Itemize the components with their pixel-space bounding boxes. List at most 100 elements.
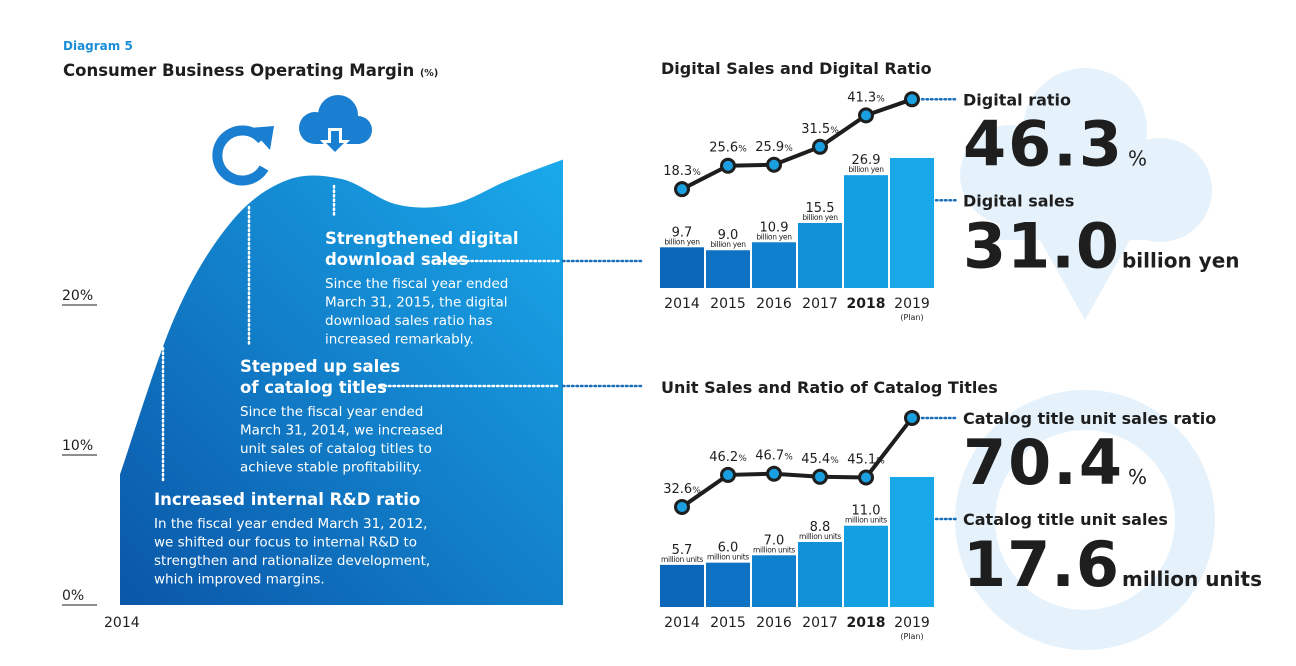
bar-unit-label: billion yen	[710, 240, 746, 249]
line-marker	[812, 468, 828, 485]
title-unit: (%)	[420, 68, 438, 79]
x-tick-note: (Plan)	[900, 632, 923, 641]
unit: %	[830, 456, 839, 466]
line	[681, 97, 913, 191]
value: 46.3	[963, 107, 1124, 180]
bar	[660, 247, 704, 288]
x-tick-label: 2017	[802, 296, 838, 312]
bar	[706, 562, 750, 607]
value: 31.0	[963, 209, 1120, 282]
y-tick-label: 20%	[62, 288, 93, 304]
bar	[752, 555, 796, 607]
legend-label: Catalog title unit sales ratio	[963, 409, 1216, 428]
x-tick-label: 2019	[894, 615, 930, 631]
x-tick-label: 2014	[664, 296, 700, 312]
callout-value: 31.0 billion yen	[963, 209, 1240, 282]
bar-value-label: 11.0	[852, 504, 881, 519]
value: 25.9	[755, 140, 784, 155]
bar	[890, 157, 934, 288]
x-tick-label: 2016	[756, 296, 792, 312]
annotation-body: Since the fiscal year ended	[240, 404, 423, 420]
line-value-label: 25.9%	[755, 140, 793, 155]
bar-unit-label: million units	[845, 516, 887, 525]
line-marker	[904, 91, 920, 108]
line-value-label: 32.6%	[663, 482, 701, 497]
annotation-body: strengthen and rationalize development,	[154, 553, 430, 569]
title-text: Consumer Business Operating Margin	[63, 61, 414, 80]
x-tick-label: 2019	[894, 296, 930, 312]
line-marker	[674, 181, 690, 198]
x-tick-label: 2015	[710, 296, 746, 312]
x-tick-label: 2018	[847, 615, 886, 631]
line-value-label: 18.3%	[663, 164, 701, 179]
x-tick-label: 2018	[847, 296, 886, 312]
line-value-label: 25.6%	[709, 141, 747, 156]
annotation-body: March 31, 2014, we increased	[240, 423, 443, 439]
unit: billion yen	[1122, 248, 1240, 272]
unit: %	[738, 145, 747, 155]
line-value-label: 46.7%	[755, 449, 793, 464]
area	[120, 159, 563, 605]
unit: %	[692, 168, 701, 178]
legend-label: Digital ratio	[963, 90, 1071, 109]
callout-value: 70.4%	[963, 426, 1147, 499]
annotation-body: In the fiscal year ended March 31, 2012,	[154, 516, 427, 532]
bar	[706, 250, 750, 288]
line-value-label: 46.2%	[709, 450, 747, 465]
line-marker	[858, 469, 874, 486]
line-value-label: 31.5%	[801, 122, 839, 137]
annotation-body: achieve stable profitability.	[240, 460, 422, 476]
callout-value: 46.3%	[963, 107, 1147, 180]
unit: %	[784, 453, 793, 463]
value: 41.3	[847, 90, 876, 105]
annotation-body: increased remarkably.	[325, 332, 474, 348]
unit: million units	[1122, 567, 1262, 591]
line-value-label: 41.3%	[847, 90, 885, 105]
line-marker	[720, 466, 736, 483]
line-marker	[904, 409, 920, 426]
y-tick-label: 0%	[62, 588, 84, 604]
diagram-label: Diagram 5	[63, 39, 133, 53]
bar-value-label: 8.8	[810, 520, 831, 535]
bar-unit-label: million units	[661, 555, 703, 564]
x-tick-label: 2017	[802, 615, 838, 631]
unit: %	[784, 144, 793, 154]
unit: %	[692, 486, 701, 496]
x-tick-label: 2015	[710, 615, 746, 631]
line	[680, 416, 914, 509]
annotation-body: download sales ratio has	[325, 313, 493, 329]
connectors	[161, 184, 644, 485]
annotation-body: unit sales of catalog titles to	[240, 441, 432, 457]
line-marker	[766, 156, 782, 173]
chart-title: Digital Sales and Digital Ratio	[661, 59, 932, 78]
annotation-title: of catalog titles	[240, 378, 387, 397]
bar-value-label: 26.9	[852, 153, 881, 168]
unit: %	[876, 94, 885, 104]
value: 18.3	[663, 164, 692, 179]
x-tick-note: (Plan)	[900, 313, 923, 322]
value: 25.6	[709, 141, 738, 156]
line-value-label: 45.4%	[801, 452, 839, 467]
annotation-title: download sales	[325, 250, 469, 269]
chart-title: Consumer Business Operating Margin (%)	[63, 61, 438, 80]
annotation-title: Increased internal R&D ratio	[154, 490, 420, 509]
unit: %	[830, 126, 839, 136]
x-tick-label: 2014	[664, 615, 700, 631]
annotation-body: Since the fiscal year ended	[325, 276, 508, 292]
watermark	[955, 68, 1215, 650]
value: 32.6	[663, 482, 692, 497]
chart-title: Unit Sales and Ratio of Catalog Titles	[661, 378, 998, 397]
unit: %	[738, 454, 747, 464]
bar	[844, 525, 888, 607]
unit: %	[1128, 146, 1147, 170]
bar-unit-label: billion yen	[664, 237, 700, 246]
bar	[752, 242, 796, 288]
value: 31.5	[801, 122, 830, 137]
bar-unit-label: billion yen	[802, 213, 838, 222]
bar-unit-label: billion yen	[756, 232, 792, 241]
line-marker	[858, 107, 874, 124]
